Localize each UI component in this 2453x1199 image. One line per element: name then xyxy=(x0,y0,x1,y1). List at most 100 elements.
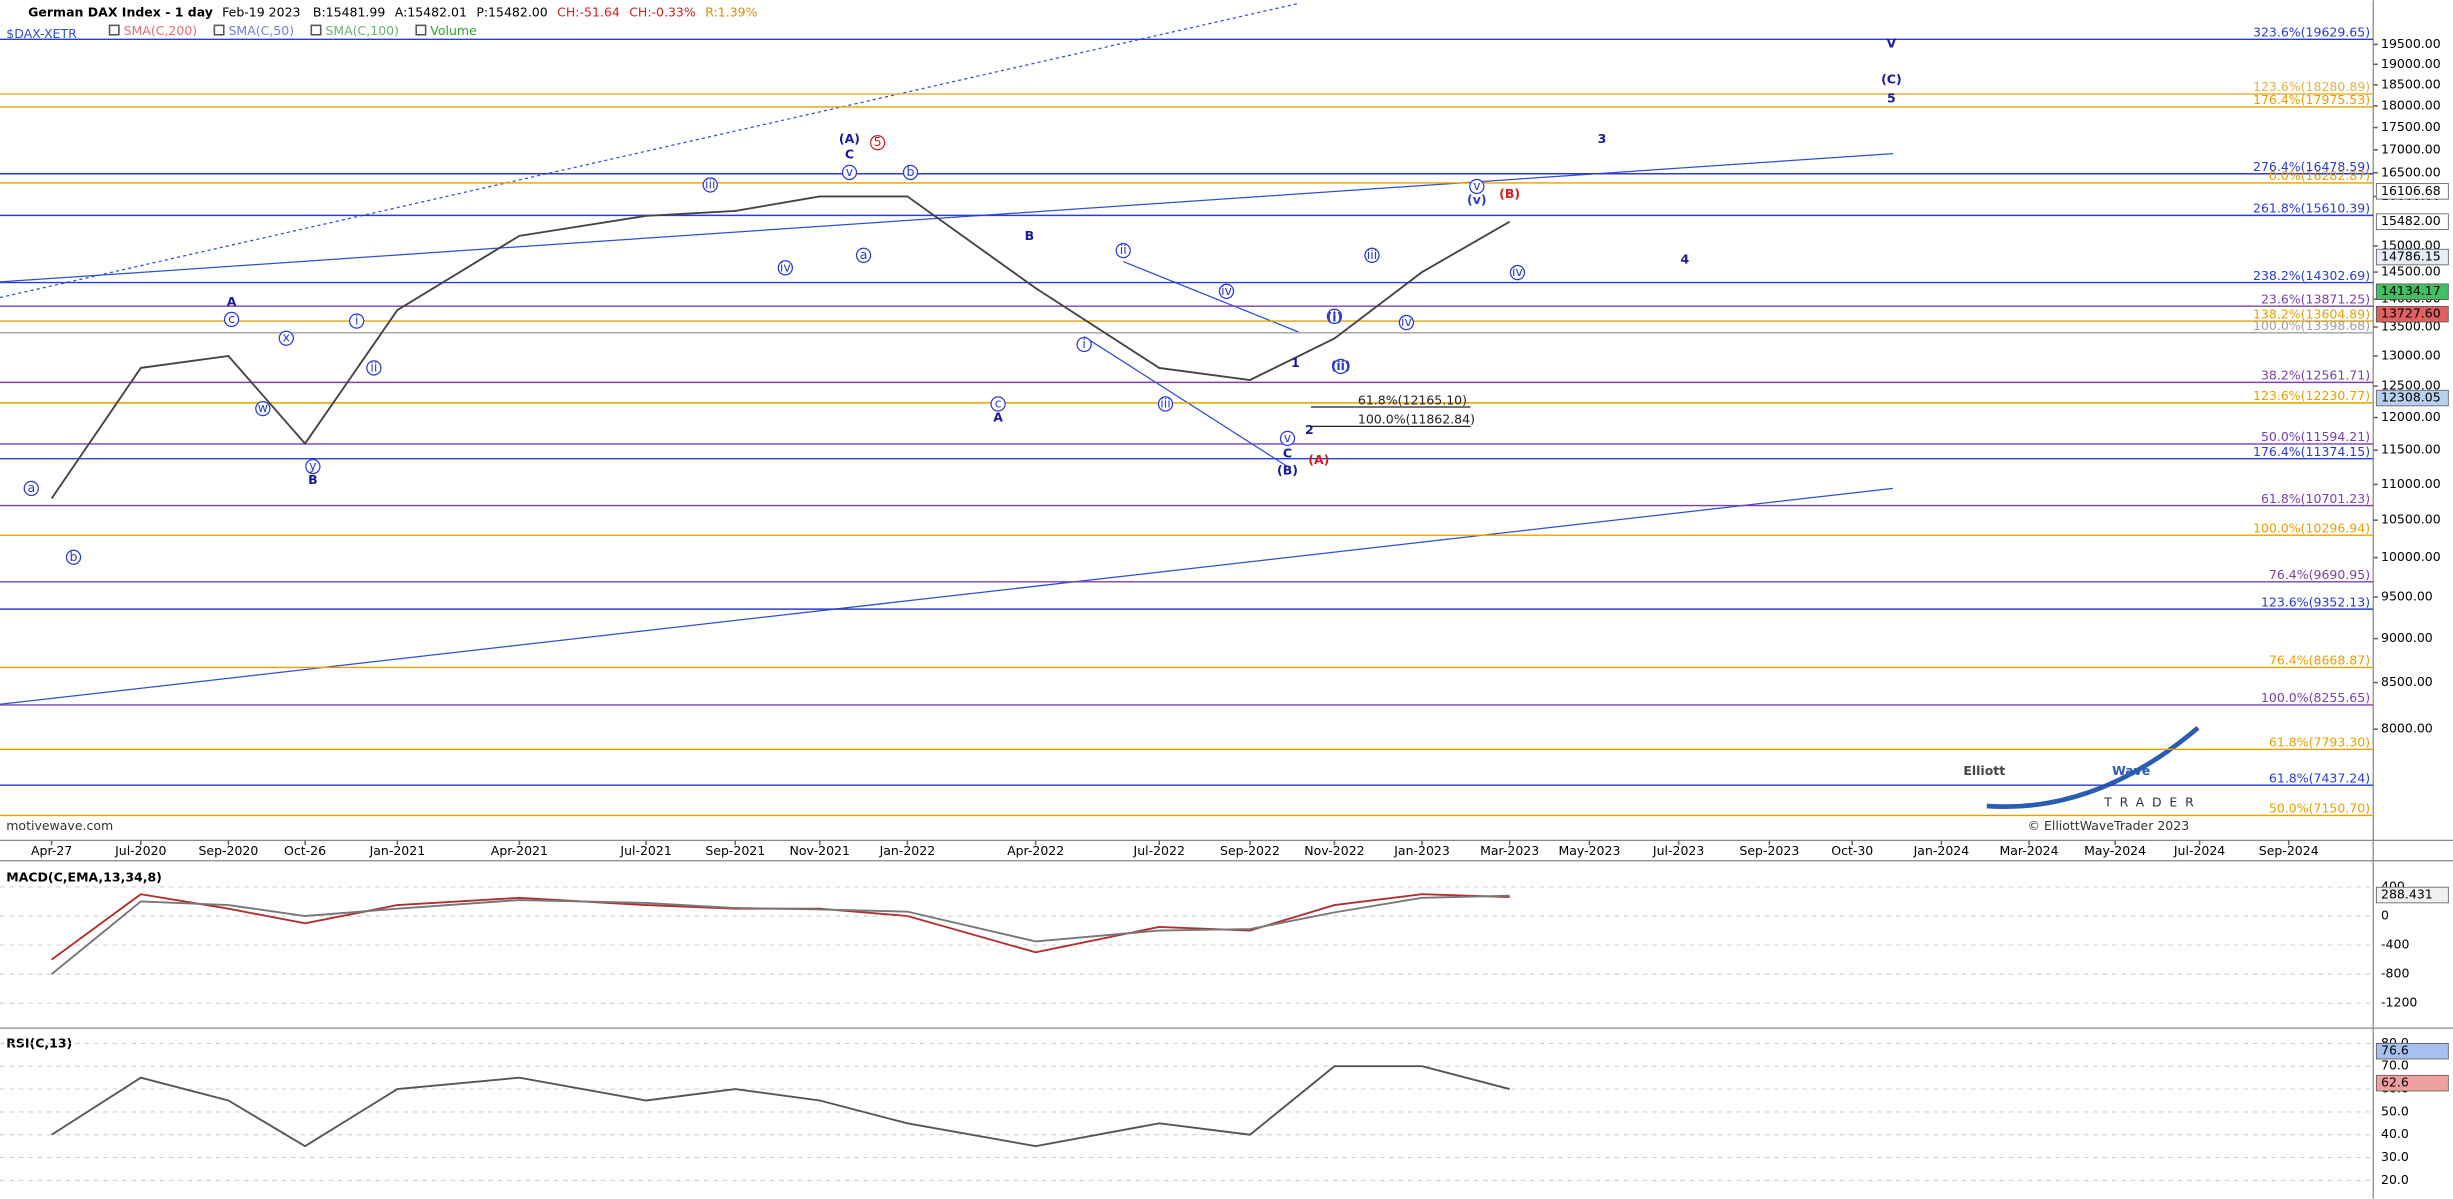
y-tick-label: 17000.00 xyxy=(2381,141,2441,156)
y-tick-label: 70.0 xyxy=(2381,1058,2409,1073)
study-icon xyxy=(310,24,322,36)
symbol: $DAX-XETR xyxy=(6,26,77,41)
y-tick-label: 50.0 xyxy=(2381,1103,2409,1118)
x-tick-label: Jul-2021 xyxy=(619,843,671,858)
fib-label: 100.0%(8255.65) xyxy=(2261,690,2370,705)
wave-label: A xyxy=(227,294,237,309)
study-label: SMA(C,100) xyxy=(325,23,399,38)
y-tick-label: 18000.00 xyxy=(2381,97,2441,112)
study-icon xyxy=(213,24,225,36)
wave-label: x xyxy=(283,330,290,345)
y-tick-label: 15000.00 xyxy=(2381,238,2441,253)
wave-circle xyxy=(1469,178,1485,195)
wave-label: i xyxy=(355,313,358,328)
y-tick-label: 13000.00 xyxy=(2381,348,2441,363)
logo-word: Elliott xyxy=(1963,763,2005,778)
fib-label: 61.8%(7437.24) xyxy=(2269,770,2370,785)
y-tick-label: 9000.00 xyxy=(2381,630,2433,645)
x-tick-label: Sep-2024 xyxy=(2259,843,2319,858)
x-tick-label: Jan-2024 xyxy=(1913,843,1970,858)
wave-circle xyxy=(305,458,321,475)
price-marker-label: 288.431 xyxy=(2381,887,2433,902)
fib-label: 123.6%(9352.13) xyxy=(2261,594,2370,609)
wave-circle xyxy=(223,311,240,328)
x-tick-label: Jul-2020 xyxy=(114,843,166,858)
x-tick-label: Mar-2023 xyxy=(1480,843,1539,858)
price-marker-label: 62.6 xyxy=(2381,1075,2409,1090)
wave-label: (B) xyxy=(1277,463,1298,478)
fib-label: 76.4%(8668.87) xyxy=(2269,653,2370,668)
wave-circle xyxy=(1398,314,1415,331)
wave-circle xyxy=(702,177,718,193)
price-marker xyxy=(2375,213,2449,230)
fib-label: 123.6%(18280.89) xyxy=(2253,79,2370,94)
wave-label: a xyxy=(27,480,35,495)
swing-label: 100.0%(11862.84) xyxy=(1358,412,1475,427)
wave-label: c xyxy=(995,395,1002,410)
quote: P:15482.00 xyxy=(476,4,547,19)
wave-circle xyxy=(990,396,1006,412)
fib-label: 176.4%(11374.15) xyxy=(2253,444,2370,459)
wave-label: i xyxy=(1333,308,1336,323)
wave-label: b xyxy=(907,164,915,179)
wave-label: (i) xyxy=(1327,309,1343,324)
fib-label: 76.4%(9690.95) xyxy=(2269,567,2370,582)
y-tick-label: 16500.00 xyxy=(2381,164,2441,179)
price-marker xyxy=(2375,183,2449,200)
y-tick-label: 11500.00 xyxy=(2381,442,2441,457)
wave-label: (A) xyxy=(1308,452,1329,467)
x-tick-label: Apr-2022 xyxy=(1007,843,1064,858)
y-tick-label: 0 xyxy=(2381,907,2389,922)
y-tick-label: 30.0 xyxy=(2381,1149,2409,1164)
wave-circle xyxy=(1115,242,1131,259)
fib-label: 61.8%(7793.30) xyxy=(2269,735,2370,750)
study-icon xyxy=(415,24,427,36)
wave-label: B xyxy=(1025,228,1035,243)
quote: A:15482.01 xyxy=(395,4,467,19)
y-tick-label: 12000.00 xyxy=(2381,409,2441,424)
y-tick-label: -1200 xyxy=(2381,995,2417,1010)
wave-label: v xyxy=(846,164,854,179)
price-marker-label: 76.6 xyxy=(2381,1043,2409,1058)
wave-label: (ii) xyxy=(1331,358,1351,373)
x-tick-label: Jan-2022 xyxy=(879,843,936,858)
wave-circle xyxy=(777,260,794,276)
y-tick-label: 20.0 xyxy=(2381,1172,2409,1187)
x-tick-label: Apr-2021 xyxy=(491,843,548,858)
wave-label: A xyxy=(993,410,1003,425)
x-tick-label: Sep-2020 xyxy=(198,843,258,858)
wave-circle xyxy=(1157,396,1174,412)
wave-label: a xyxy=(860,247,868,262)
wave-circle xyxy=(841,164,858,181)
wave-label: w xyxy=(258,400,268,415)
y-tick-label: 10500.00 xyxy=(2381,512,2441,527)
price-line xyxy=(51,894,1510,975)
wave-label: iii xyxy=(1160,395,1170,410)
y-tick-label: 19500.00 xyxy=(2381,36,2441,51)
panel-title: MACD(C,EMA,13,34,8) xyxy=(6,869,162,884)
wave-label: y xyxy=(309,458,317,473)
wave-label: C xyxy=(845,147,854,162)
wave-label: 3 xyxy=(1598,131,1607,146)
wave-circle xyxy=(23,480,39,497)
wave-label: (v) xyxy=(1467,192,1487,207)
wave-label: iv xyxy=(1512,264,1523,279)
wave-circle xyxy=(1076,336,1092,353)
wave-circle xyxy=(1509,264,1526,281)
wave-label: V xyxy=(1887,36,1897,51)
wave-label: i xyxy=(1082,336,1085,351)
x-tick-label: Mar-2024 xyxy=(1999,843,2058,858)
price-marker xyxy=(2375,886,2449,904)
x-tick-label: Jul-2023 xyxy=(1652,843,1704,858)
logo: Elliott Wave TRADER xyxy=(1963,725,2200,809)
wave-circle xyxy=(869,135,886,151)
y-tick-label: 10000.00 xyxy=(2381,549,2441,564)
y-tick-label: -400 xyxy=(2381,937,2409,952)
x-tick-label: Nov-2022 xyxy=(1304,843,1364,858)
wave-label: iii xyxy=(1367,247,1377,262)
chart-title: German DAX Index - 1 day xyxy=(28,4,213,19)
fib-label: 50.0%(7150.70) xyxy=(2269,801,2370,816)
x-tick-label: Nov-2021 xyxy=(790,843,850,858)
price-marker-label: 16106.68 xyxy=(2381,183,2441,198)
